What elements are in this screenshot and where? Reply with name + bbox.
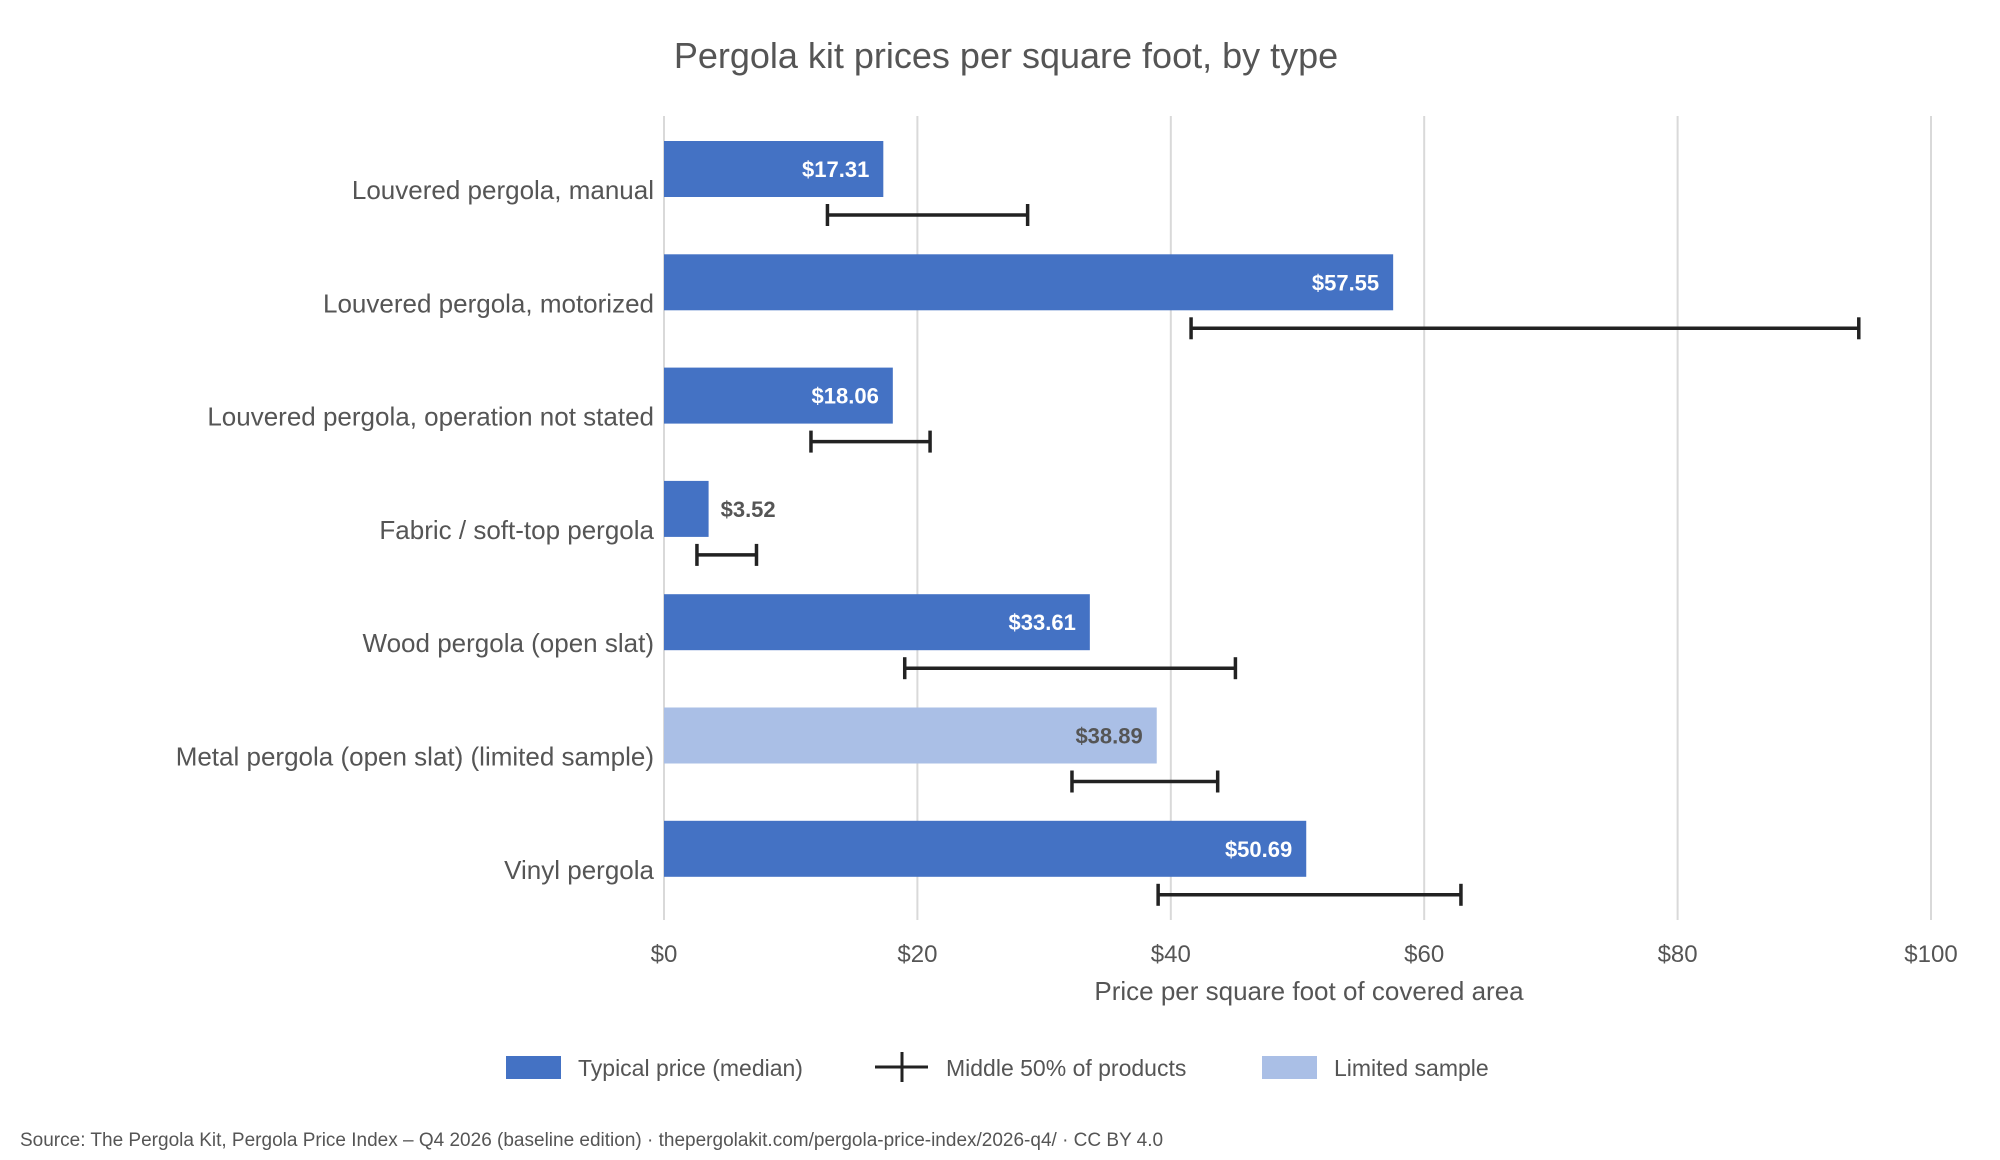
category-label: Louvered pergola, manual xyxy=(352,175,654,205)
bar xyxy=(664,594,1090,651)
legend-label-range: Middle 50% of products xyxy=(946,1055,1186,1081)
legend-swatch-limited xyxy=(1262,1056,1317,1079)
bar xyxy=(664,707,1157,764)
x-tick-label: $60 xyxy=(1404,941,1444,968)
bar xyxy=(664,820,1307,877)
grid-lines xyxy=(663,116,1932,920)
x-tick-labels: $0 $20 $40 $60 $80 $100 xyxy=(651,941,1958,968)
bar xyxy=(664,254,1394,311)
bar xyxy=(664,367,893,424)
bars xyxy=(664,141,1394,877)
legend-swatch-median xyxy=(506,1056,561,1079)
bar-value-label: $50.69 xyxy=(1225,837,1292,862)
chart-title: Pergola kit prices per square foot, by t… xyxy=(674,35,1338,76)
category-label: Vinyl pergola xyxy=(504,855,654,885)
legend-label-median: Typical price (median) xyxy=(578,1055,803,1081)
x-tick-label: $100 xyxy=(1904,941,1957,968)
category-label: Louvered pergola, motorized xyxy=(323,288,654,318)
bar-value-label: $38.89 xyxy=(1075,724,1142,749)
x-tick-label: $80 xyxy=(1658,941,1698,968)
bar-value-label: $18.06 xyxy=(812,384,879,409)
bar xyxy=(664,480,709,537)
category-label: Louvered pergola, operation not stated xyxy=(207,402,654,432)
legend: Typical price (median) Middle 50% of pro… xyxy=(506,1052,1489,1082)
category-label: Metal pergola (open slat) (limited sampl… xyxy=(176,742,654,772)
x-axis-label: Price per square foot of covered area xyxy=(1094,976,1524,1006)
range-whiskers xyxy=(695,204,1861,906)
category-labels: Louvered pergola, manual Louvered pergola… xyxy=(176,175,655,885)
category-label: Fabric / soft-top pergola xyxy=(379,515,654,545)
x-tick-label: $40 xyxy=(1151,941,1191,968)
category-label: Wood pergola (open slat) xyxy=(363,628,654,658)
bar-labels: $17.31 $57.55 $18.06 $3.52 $33.61 $38.89 $50.6… xyxy=(721,157,1380,862)
bar-value-label: $3.52 xyxy=(721,497,776,522)
bar-value-label: $57.55 xyxy=(1312,270,1379,295)
bar-value-label: $33.61 xyxy=(1009,610,1076,635)
bar xyxy=(664,141,884,197)
legend-label-limited: Limited sample xyxy=(1334,1055,1489,1081)
source-note: Source: The Pergola Kit, Pergola Price I… xyxy=(20,1130,1163,1151)
bar-value-label: $17.31 xyxy=(802,157,869,182)
x-tick-label: $0 xyxy=(651,941,678,968)
x-tick-label: $20 xyxy=(897,941,937,968)
